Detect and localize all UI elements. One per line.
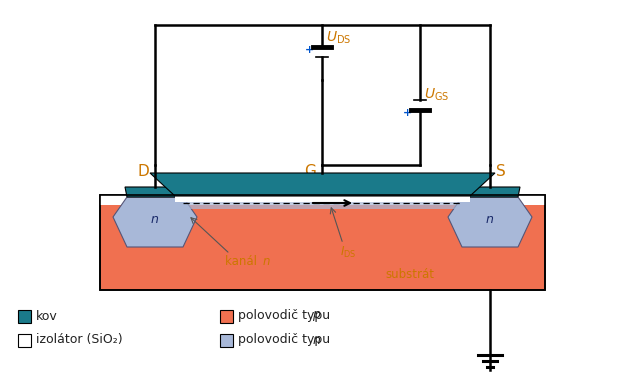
- Bar: [18, 334, 31, 347]
- Text: $U_{\mathrm{GS}}$: $U_{\mathrm{GS}}$: [424, 87, 449, 103]
- Text: +: +: [304, 45, 314, 55]
- Text: kanál: kanál: [225, 255, 261, 268]
- Bar: [100, 195, 545, 290]
- Bar: [175, 195, 470, 202]
- Text: $n$: $n$: [312, 334, 321, 346]
- Bar: [220, 310, 233, 323]
- Polygon shape: [150, 173, 495, 196]
- Text: $p$: $p$: [312, 309, 321, 323]
- Text: G: G: [304, 165, 316, 180]
- Text: polovodič typu: polovodič typu: [238, 334, 334, 346]
- Text: $n$: $n$: [150, 213, 160, 226]
- Polygon shape: [113, 197, 197, 247]
- Polygon shape: [125, 187, 185, 197]
- Bar: [18, 310, 31, 323]
- Text: $n$: $n$: [262, 255, 270, 268]
- Text: izolátor (SiO₂): izolátor (SiO₂): [36, 334, 123, 346]
- Bar: [100, 195, 545, 290]
- Text: $U_{\mathrm{DS}}$: $U_{\mathrm{DS}}$: [326, 30, 351, 46]
- Polygon shape: [448, 197, 532, 247]
- Text: D: D: [137, 165, 149, 180]
- Text: substrát: substrát: [385, 268, 434, 281]
- Text: polovodič typu: polovodič typu: [238, 310, 334, 322]
- Text: S: S: [496, 165, 506, 180]
- Bar: [100, 195, 545, 205]
- Text: $I_{\mathrm{DS}}$: $I_{\mathrm{DS}}$: [340, 245, 357, 260]
- Bar: [183, 197, 462, 209]
- Text: kov: kov: [36, 310, 58, 322]
- Bar: [220, 334, 233, 347]
- Text: $n$: $n$: [486, 213, 494, 226]
- Polygon shape: [460, 187, 520, 197]
- Text: +: +: [403, 108, 411, 118]
